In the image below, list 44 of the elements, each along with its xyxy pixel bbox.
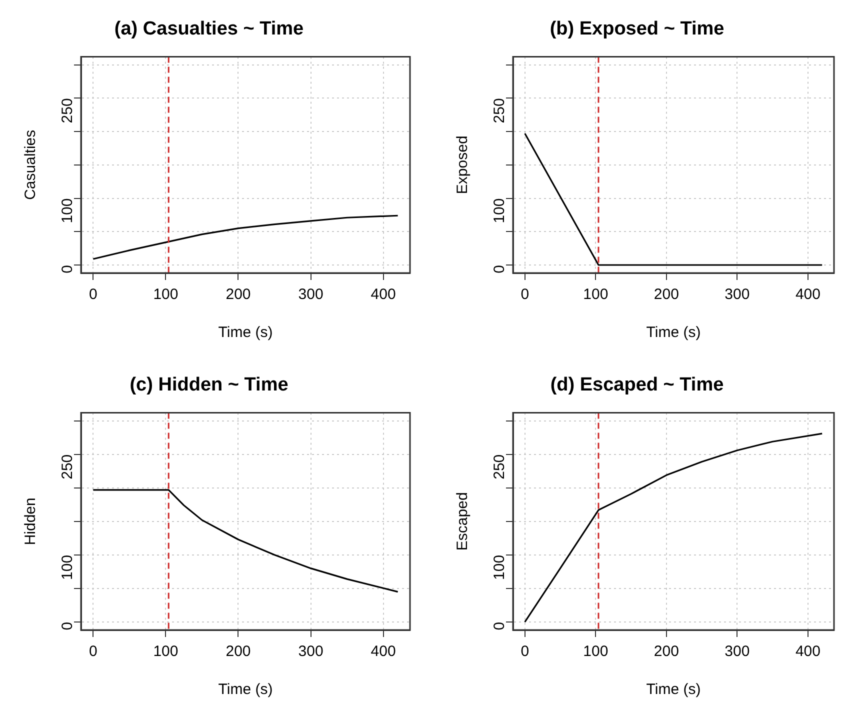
x-tick-label: 100: [153, 286, 178, 304]
y-tick-label: 100: [59, 198, 76, 224]
x-axis-title: Time (s): [646, 324, 701, 342]
x-tick-label: 200: [226, 643, 251, 660]
y-axis-title: Escaped: [454, 492, 472, 551]
y-tick-label: 250: [491, 454, 508, 480]
x-tick-label: 300: [298, 643, 324, 660]
x-tick-label: 400: [370, 643, 396, 660]
y-tick-label: 0: [59, 622, 76, 630]
x-axis-title: Time (s): [218, 681, 273, 698]
y-tick-label: 250: [59, 454, 76, 480]
x-tick-label: 100: [153, 643, 178, 660]
chart-title: (d) Escaped ~ Time: [550, 374, 724, 396]
x-tick-label: 0: [89, 286, 98, 304]
chart-title: (c) Hidden ~ Time: [130, 374, 288, 396]
chart-title: (a) Casualties ~ Time: [114, 18, 304, 40]
x-tick-label: 300: [298, 286, 324, 304]
x-tick-label: 0: [89, 643, 98, 660]
y-tick-label: 0: [59, 264, 76, 274]
x-tick-label: 100: [583, 286, 608, 304]
x-tick-label: 300: [724, 643, 750, 660]
y-tick-label: 250: [491, 98, 508, 124]
x-tick-label: 200: [226, 286, 251, 304]
y-axis-title: Casualties: [22, 130, 40, 200]
y-tick-label: 250: [59, 98, 76, 124]
x-tick-label: 100: [583, 643, 608, 660]
x-tick-label: 300: [724, 286, 750, 304]
x-axis-title: Time (s): [646, 681, 701, 698]
x-tick-label: 200: [654, 286, 679, 304]
x-tick-label: 400: [795, 643, 820, 660]
y-tick-label: 100: [59, 554, 76, 580]
y-axis-title: Exposed: [454, 136, 472, 194]
y-tick-label: 0: [491, 622, 508, 630]
x-tick-label: 0: [520, 643, 530, 660]
y-axis-title: Hidden: [22, 498, 40, 546]
y-tick-label: 100: [491, 198, 508, 224]
x-axis-title: Time (s): [218, 324, 273, 342]
x-tick-label: 400: [795, 286, 820, 304]
x-tick-label: 0: [520, 286, 530, 304]
y-tick-label: 0: [491, 264, 508, 274]
x-tick-label: 400: [370, 286, 396, 304]
x-tick-label: 200: [654, 643, 679, 660]
chart-title: (b) Exposed ~ Time: [550, 18, 724, 40]
y-tick-label: 100: [491, 554, 508, 580]
